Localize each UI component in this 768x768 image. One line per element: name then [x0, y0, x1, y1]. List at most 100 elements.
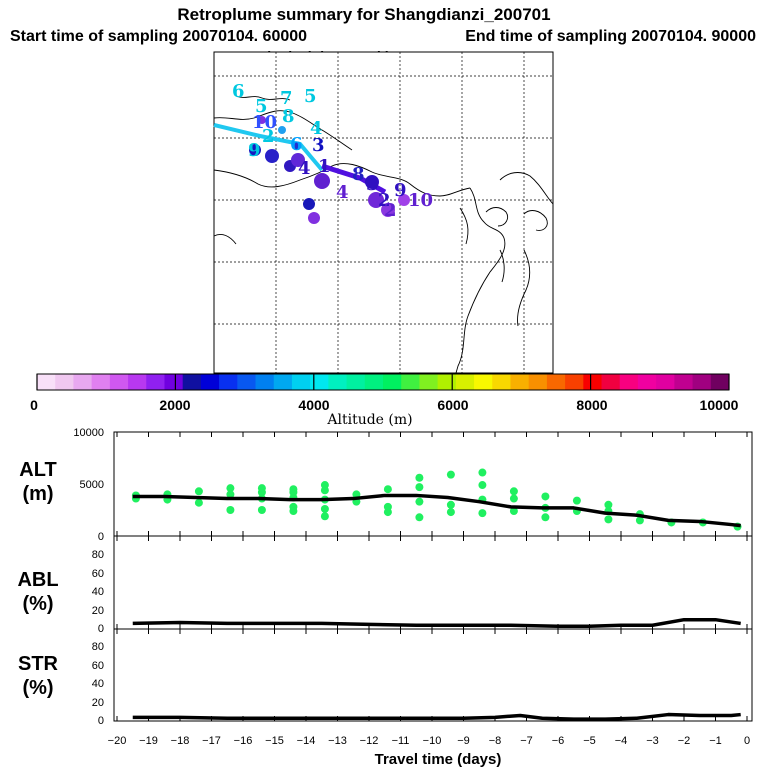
- colorbar-swatch: [91, 374, 111, 390]
- colorbar-swatch: [146, 374, 165, 390]
- alt-scatter-point: [478, 481, 487, 490]
- x-tick-label: −4: [615, 735, 628, 747]
- colorbar-swatch: [656, 374, 675, 390]
- x-tick-label: −3: [646, 735, 659, 747]
- colorbar-swatch: [37, 374, 56, 390]
- alt-scatter-point: [446, 508, 455, 517]
- str-ytick: 0: [98, 715, 104, 727]
- x-tick-label: −9: [457, 735, 470, 747]
- day-label: 6: [232, 81, 245, 102]
- colorbar-swatch: [255, 374, 275, 390]
- day-label: 2: [384, 200, 397, 221]
- x-tick-label: −5: [583, 735, 596, 747]
- colorbar-swatch: [419, 374, 439, 390]
- alt-scatter-point: [446, 500, 455, 509]
- panel-labels: ALT (m) ABL (%) STR (%): [17, 459, 58, 699]
- plume-dot: [258, 116, 266, 124]
- alt-scatter-point: [446, 470, 455, 479]
- day-label: 5: [304, 86, 317, 107]
- x-tick-label: −14: [297, 735, 316, 747]
- panel-tick-marks: [116, 432, 748, 721]
- colorbar-swatch: [455, 374, 475, 390]
- str-series-line: [132, 712, 741, 721]
- alt-scatter-point: [541, 513, 550, 522]
- alt-ylabel-top: ALT: [19, 459, 56, 481]
- day-label: 9: [394, 180, 407, 201]
- x-tick-label: −6: [552, 735, 565, 747]
- alt-scatter-point: [604, 500, 613, 509]
- plume-dot: [365, 175, 379, 189]
- colorbar-swatch: [401, 374, 420, 390]
- str-ytick: 40: [92, 678, 104, 690]
- plume-track-violet: [321, 163, 387, 195]
- alt-scatter-point: [289, 502, 298, 511]
- colorbar-swatch: [546, 374, 566, 390]
- colorbar-tick: 8000: [576, 397, 607, 413]
- colorbar-swatch: [310, 374, 329, 390]
- plume-dot: [398, 194, 410, 206]
- plume-dot: [278, 126, 286, 134]
- colorbar-swatch: [73, 374, 93, 390]
- colorbar-swatch: [237, 374, 257, 390]
- plume-dot: [303, 198, 315, 210]
- x-tick-label: 0: [744, 735, 750, 747]
- alt-scatter-point: [509, 494, 518, 503]
- alt-scatter-point: [226, 506, 235, 514]
- alt-scatter-point: [509, 507, 518, 516]
- day-label: 2: [378, 190, 391, 211]
- plume-dots: [249, 116, 410, 224]
- colorbar-swatch: [528, 374, 548, 390]
- plume-dot: [292, 142, 300, 150]
- colorbar-swatch: [219, 374, 238, 390]
- colorbar-swatch: [291, 374, 311, 390]
- x-tick-label: −16: [234, 735, 253, 747]
- series-lines: [132, 493, 741, 721]
- end-time-label: End time of sampling 20070104. 90000: [465, 28, 756, 45]
- abl-ytick: 60: [92, 568, 104, 580]
- alt-scatter-point: [604, 515, 613, 524]
- x-tick-label: −19: [139, 735, 158, 747]
- alt-scatter-points: [131, 468, 742, 531]
- chart-title: Retroplume summary for Shangdianzi_20070…: [177, 5, 550, 24]
- alt-scatter-point: [415, 513, 424, 522]
- map-panel: 6 5 7 5 10 8 4 2 6 3 9 1 4 4 8 3 2 10 9 …: [213, 51, 554, 374]
- colorbar-swatch: [383, 374, 402, 390]
- colorbar-swatch: [437, 374, 457, 390]
- alt-scatter-point: [226, 484, 235, 493]
- abl-ylabel-top: ABL: [17, 569, 58, 591]
- x-tick-label: −8: [489, 735, 502, 747]
- x-tick-label: −12: [360, 735, 379, 747]
- start-time-label: Start time of sampling 20070104. 60000: [10, 28, 307, 45]
- abl-ytick: 80: [92, 549, 104, 561]
- panel-frames: [113, 431, 753, 722]
- alt-scatter-point: [415, 483, 424, 492]
- plume-tracks: [213, 123, 387, 195]
- plume-dot: [249, 144, 261, 156]
- alt-scatter-point: [289, 485, 298, 494]
- altitude-colorbar: [36, 373, 730, 391]
- plume-dot: [265, 149, 279, 163]
- day-label: 1: [318, 156, 331, 177]
- colorbar-swatch: [55, 374, 74, 390]
- str-ylabel-bottom: (%): [22, 677, 53, 699]
- colorbar-swatch: [474, 374, 493, 390]
- x-axis-label: Travel time (days): [375, 751, 502, 768]
- plume-dot: [308, 212, 320, 224]
- map-coastlines: [213, 95, 554, 374]
- alt-ytick: 0: [98, 531, 104, 543]
- alt-panel-frame: [113, 431, 753, 537]
- colorbar-swatch: [200, 374, 220, 390]
- colorbar-swatch: [346, 374, 366, 390]
- alt-scatter-point: [415, 497, 424, 506]
- alt-scatter-point: [194, 487, 203, 496]
- alt-scatter-point: [226, 490, 235, 499]
- abl-ytick: 20: [92, 605, 104, 617]
- alt-scatter-point: [541, 492, 550, 501]
- colorbar-swatch: [492, 374, 511, 390]
- abl-panel-frame: [113, 535, 753, 630]
- abl-series-line: [132, 617, 741, 628]
- colorbar-swatch: [565, 374, 584, 390]
- day-label: 4: [336, 182, 349, 203]
- x-tick-label: −11: [392, 735, 410, 747]
